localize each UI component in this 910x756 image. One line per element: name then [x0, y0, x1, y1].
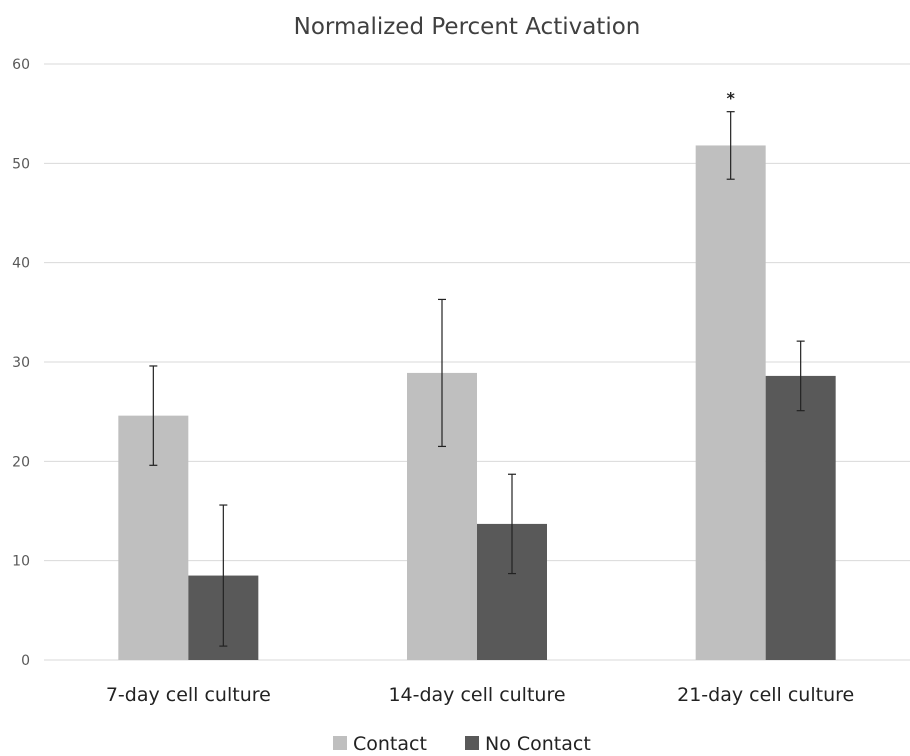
- y-axis-ticks: 0 10 20 30 40 50 60: [12, 57, 30, 669]
- x-category-label: 7-day cell culture: [106, 684, 271, 706]
- error-bar: [508, 473, 516, 575]
- legend-swatch: [465, 736, 479, 750]
- error-bar: [726, 111, 735, 180]
- legend-item: Contact: [333, 733, 427, 755]
- error-bar: [149, 365, 158, 466]
- legend-item: No Contact: [465, 733, 591, 755]
- bar-no-contact: [765, 375, 836, 660]
- error-bars: [149, 111, 805, 647]
- bar-contact: [695, 145, 766, 660]
- y-tick-label: 30: [12, 355, 30, 371]
- x-axis-labels: 7-day cell culture 14-day cell culture 21-…: [106, 684, 854, 706]
- bars: [118, 145, 836, 660]
- legend-label: No Contact: [485, 733, 591, 755]
- y-tick-label: 0: [21, 653, 30, 669]
- error-bar: [219, 504, 228, 647]
- y-tick-label: 10: [12, 554, 30, 570]
- y-tick-label: 60: [12, 57, 30, 73]
- annotations: *: [726, 89, 735, 108]
- y-tick-label: 20: [12, 454, 30, 470]
- y-tick-label: 40: [12, 256, 30, 272]
- x-category-label: 21-day cell culture: [677, 684, 854, 706]
- legend-label: Contact: [353, 733, 427, 755]
- y-tick-label: 50: [12, 156, 30, 172]
- error-bar: [796, 340, 805, 412]
- significance-marker: *: [726, 89, 735, 108]
- legend: Contact No Contact: [333, 733, 591, 755]
- chart-title: Normalized Percent Activation: [294, 14, 641, 40]
- error-bar: [438, 298, 446, 448]
- x-category-label: 14-day cell culture: [388, 684, 565, 706]
- legend-swatch: [333, 736, 347, 750]
